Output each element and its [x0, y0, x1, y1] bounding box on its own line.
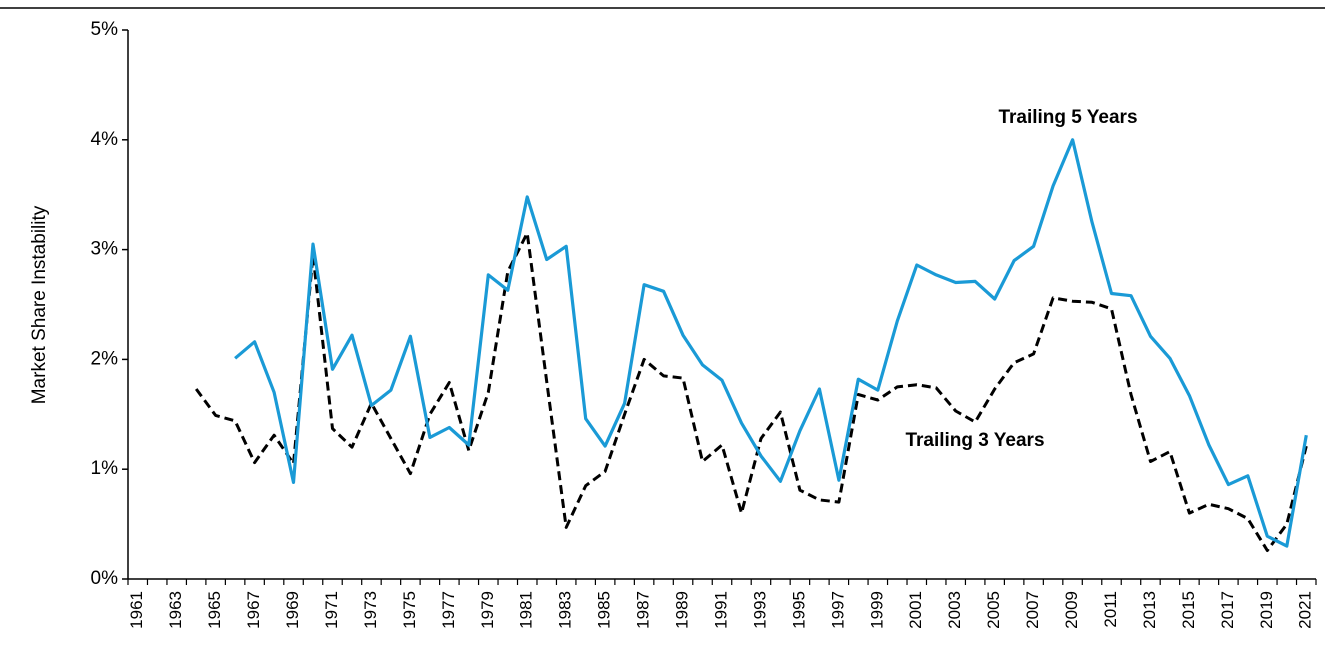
x-tick-label: 1987	[634, 591, 653, 629]
x-tick-label: 2009	[1062, 591, 1081, 629]
x-tick-label: 1961	[127, 591, 146, 629]
y-tick-label: 1%	[91, 458, 119, 479]
x-tick-label: 1995	[789, 591, 808, 629]
x-tick-label: 1989	[673, 591, 692, 629]
x-tick-label: 1975	[400, 591, 419, 629]
x-tick-label: 2007	[1023, 591, 1042, 629]
series-label: Trailing 3 Years	[905, 430, 1044, 451]
series-line	[234, 138, 1308, 548]
x-tick-label: 2019	[1257, 591, 1276, 629]
x-tick-label: 1969	[283, 591, 302, 629]
x-tick-label: 1993	[750, 591, 769, 629]
x-tick-label: 2011	[1101, 591, 1120, 628]
y-tick-label: 5%	[91, 19, 119, 40]
x-tick-label: 1985	[595, 591, 614, 629]
x-tick-label: 1983	[556, 591, 575, 629]
x-tick-label: 1981	[517, 591, 536, 629]
x-tick-label: 1991	[711, 591, 730, 629]
y-tick-label: 4%	[91, 129, 119, 150]
x-tick-label: 1977	[439, 591, 458, 629]
x-tick-label: 2015	[1179, 591, 1198, 629]
x-tick-label: 2001	[906, 591, 925, 629]
x-tick-label: 1999	[867, 591, 886, 629]
x-tick-label: 2003	[945, 591, 964, 629]
x-tick-label: 1965	[205, 591, 224, 629]
x-tick-label: 1973	[361, 591, 380, 629]
x-tick-label: 1979	[478, 591, 497, 629]
series-label: Trailing 5 Years	[998, 107, 1137, 128]
x-tick-label: 1997	[828, 591, 847, 629]
y-tick-label: 2%	[91, 348, 119, 369]
x-tick-label: 2017	[1218, 591, 1237, 629]
x-tick-label: 1967	[244, 591, 263, 629]
y-tick-label: 3%	[91, 239, 119, 260]
x-tick-label: 1971	[322, 591, 341, 629]
y-axis-label: Market Share Instability	[29, 205, 50, 404]
x-tick-label: 1963	[166, 591, 185, 629]
x-tick-label: 2005	[984, 591, 1003, 629]
y-tick-label: 0%	[91, 568, 119, 589]
x-tick-label: 2021	[1296, 591, 1315, 629]
series-line	[194, 231, 1308, 552]
x-tick-label: 2013	[1140, 591, 1159, 629]
